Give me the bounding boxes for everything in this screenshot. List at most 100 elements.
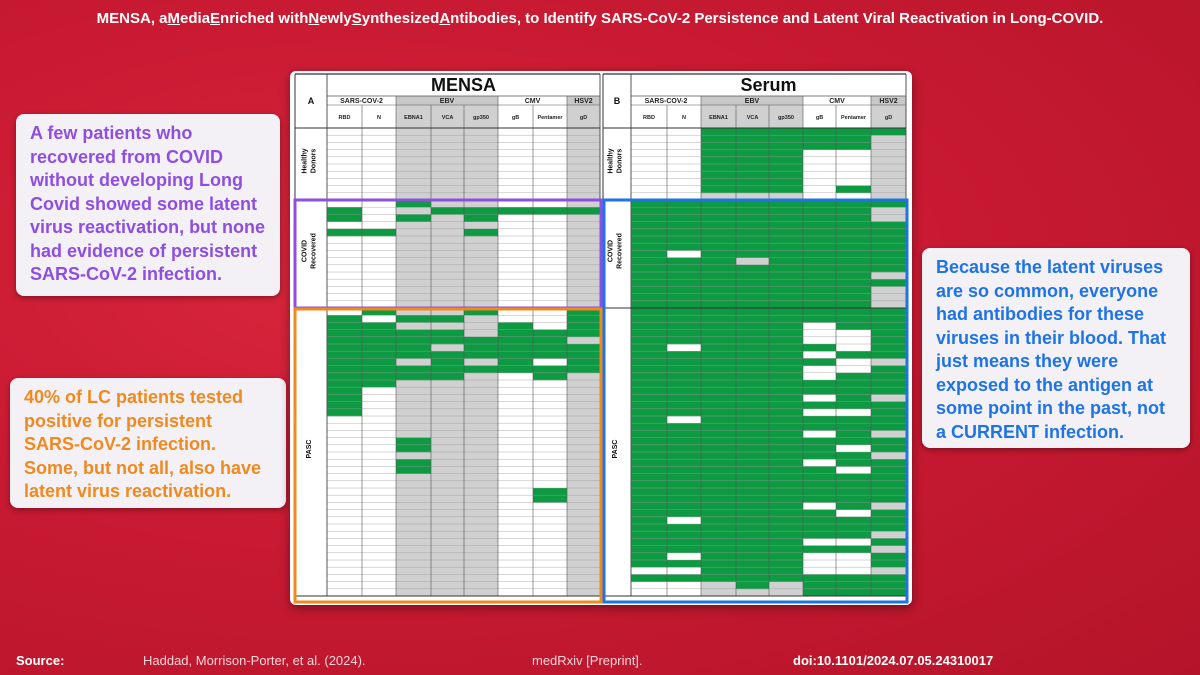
positive-cell: [769, 567, 803, 575]
positive-cell: [327, 329, 362, 338]
positive-cell: [701, 128, 736, 136]
positive-cell: [736, 214, 769, 222]
positive-cell: [431, 351, 464, 359]
positive-cell: [836, 473, 871, 482]
positive-cell: [836, 401, 871, 410]
positive-cell: [701, 272, 736, 280]
positive-cell: [701, 372, 736, 381]
positive-cell: [431, 358, 464, 366]
positive-cell: [396, 344, 431, 352]
positive-cell: [701, 394, 736, 402]
positive-cell: [667, 473, 701, 482]
positive-cell: [871, 444, 906, 453]
antigen-label: EBNA1: [404, 115, 423, 121]
positive-cell: [803, 416, 836, 424]
positive-cell: [464, 336, 498, 345]
positive-cell: [836, 272, 871, 280]
positive-cell: [362, 365, 396, 374]
positive-cell: [533, 207, 567, 215]
positive-cell: [736, 473, 769, 482]
positive-cell: [667, 214, 701, 222]
positive-cell: [836, 286, 871, 294]
positive-cell: [871, 279, 906, 287]
positive-cell: [736, 581, 769, 590]
positive-cell: [631, 221, 667, 230]
positive-cell: [769, 430, 803, 438]
positive-cell: [871, 560, 906, 568]
positive-cell: [736, 380, 769, 388]
title-part: ewly: [319, 9, 352, 27]
positive-cell: [803, 545, 836, 554]
positive-cell: [769, 236, 803, 244]
positive-cell: [769, 221, 803, 230]
positive-cell: [769, 264, 803, 273]
positive-cell: [836, 250, 871, 258]
positive-cell: [327, 336, 362, 345]
positive-cell: [362, 351, 396, 359]
hsv2-header-shade: [871, 96, 906, 105]
positive-cell: [631, 545, 667, 554]
positive-cell: [631, 408, 667, 417]
positive-cell: [631, 243, 667, 251]
positive-cell: [769, 387, 803, 395]
positive-cell: [871, 329, 906, 338]
antigen-label: VCA: [747, 115, 759, 121]
positive-cell: [803, 452, 836, 460]
positive-cell: [736, 459, 769, 467]
positive-cell: [396, 437, 431, 446]
positive-cell: [769, 437, 803, 446]
positive-cell: [769, 135, 803, 143]
positive-cell: [836, 264, 871, 273]
positive-cell: [736, 221, 769, 230]
positive-cell: [836, 495, 871, 503]
positive-cell: [736, 552, 769, 561]
positive-cell: [803, 250, 836, 258]
positive-cell: [736, 128, 769, 136]
positive-cell: [701, 329, 736, 338]
positive-cell: [631, 322, 667, 330]
positive-cell: [836, 372, 871, 381]
heatmap-chart: MENSA A SARS-COV-2 EBV CMV HSV2 RBD N EBNA1 VCA gp…: [293, 73, 909, 604]
positive-cell: [871, 351, 906, 359]
positive-cell: [736, 336, 769, 345]
positive-cell: [701, 408, 736, 417]
positive-cell: [567, 344, 600, 352]
positive-cell: [362, 380, 396, 388]
positive-cell: [736, 502, 769, 510]
positive-cell: [736, 228, 769, 237]
positive-cell: [701, 452, 736, 460]
positive-cell: [631, 358, 667, 366]
antigen-label: gp350: [778, 115, 794, 121]
positive-cell: [736, 142, 769, 150]
positive-cell: [871, 538, 906, 546]
positive-cell: [701, 243, 736, 251]
positive-cell: [836, 257, 871, 266]
positive-cell: [803, 581, 836, 590]
positive-cell: [701, 236, 736, 244]
virus-header: EBV: [440, 98, 455, 105]
positive-cell: [871, 228, 906, 237]
positive-cell: [667, 300, 701, 309]
positive-cell: [836, 243, 871, 251]
positive-cell: [631, 531, 667, 539]
positive-cell: [533, 351, 567, 359]
positive-cell: [567, 365, 600, 374]
positive-cell: [667, 257, 701, 266]
positive-cell: [871, 480, 906, 489]
positive-cell: [631, 466, 667, 474]
positive-cell: [701, 531, 736, 539]
positive-cell: [701, 574, 736, 582]
positive-cell: [396, 200, 431, 208]
positive-cell: [701, 264, 736, 273]
title-part: ynthesized: [361, 9, 440, 27]
positive-cell: [736, 394, 769, 402]
positive-cell: [769, 538, 803, 546]
positive-cell: [836, 516, 871, 525]
positive-cell: [396, 365, 431, 374]
positive-cell: [769, 552, 803, 561]
positive-cell: [871, 322, 906, 330]
positive-cell: [736, 401, 769, 410]
positive-cell: [769, 452, 803, 460]
positive-cell: [701, 502, 736, 510]
positive-cell: [631, 459, 667, 467]
